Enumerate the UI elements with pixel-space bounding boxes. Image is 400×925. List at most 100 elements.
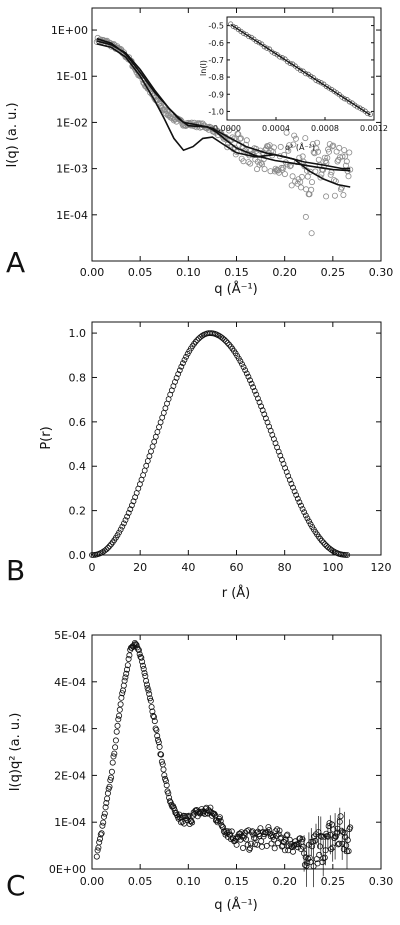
panel-a: 1E+00 1E-01 1E-02 1E-03 1E-04 0.00 0.05 0.10 0.… (5, 7, 394, 297)
data-point (165, 790, 172, 797)
data-point (291, 488, 298, 495)
data-point (304, 173, 311, 180)
data-point (268, 840, 275, 847)
data-point (115, 45, 122, 52)
data-point (332, 833, 339, 840)
data-point (303, 186, 310, 193)
data-point (346, 149, 353, 156)
data-point (143, 462, 150, 469)
data-point (155, 739, 162, 746)
data-point (345, 173, 352, 180)
data-point (240, 364, 247, 371)
y-tick-label: 1E-04 (54, 816, 86, 829)
data-point (339, 153, 346, 160)
inset-data-point (295, 65, 301, 72)
data-point (319, 859, 326, 866)
data-point (176, 367, 183, 374)
data-point (261, 411, 268, 418)
data-point (188, 818, 195, 825)
inset-data-point (331, 88, 337, 94)
data-point (127, 506, 134, 513)
data-point (315, 156, 322, 163)
data-point (297, 184, 304, 191)
data-point (150, 712, 157, 719)
data-point (109, 759, 116, 766)
data-point (139, 662, 146, 669)
x-tick-label: 0.30 (369, 266, 394, 279)
inset-data-point (241, 30, 247, 36)
data-point (114, 722, 121, 729)
inset-y-tick-label: -0.9 (208, 90, 224, 99)
data-point (124, 513, 130, 520)
x-tick-label: 0.05 (128, 875, 153, 888)
inset-data-point (334, 90, 340, 96)
data-point (286, 836, 293, 843)
data-point (312, 837, 319, 844)
data-point (254, 395, 261, 402)
data-point (276, 827, 283, 834)
data-point (320, 166, 327, 173)
data-point (100, 819, 107, 826)
inset-data-point (253, 38, 260, 45)
data-point (116, 529, 122, 536)
data-point (145, 687, 152, 694)
data-point (286, 476, 293, 483)
y-tick-label: 0E+00 (49, 863, 86, 876)
inset-data-point (287, 60, 293, 66)
data-point (241, 832, 248, 839)
x-tick-label: 0.30 (369, 875, 394, 888)
data-point (328, 846, 335, 853)
data-point (288, 480, 295, 487)
data-point (280, 164, 287, 171)
data-point (254, 841, 261, 848)
data-point (121, 677, 128, 684)
data-point (293, 492, 300, 499)
data-point (158, 751, 165, 758)
panel-c-y-axis-label: I(q)q² (a. u.) (8, 713, 23, 792)
data-point (211, 810, 218, 817)
inset-data-point (308, 73, 314, 79)
data-point (121, 520, 127, 527)
data-point (156, 424, 162, 431)
data-point (253, 166, 260, 173)
data-point (275, 169, 282, 176)
data-point (263, 842, 270, 849)
data-point (247, 845, 254, 852)
data-point (175, 371, 182, 377)
y-tick-label: 1E-04 (56, 209, 88, 222)
data-point (247, 840, 254, 847)
panel-b-y-axis-label: P(r) (39, 426, 54, 449)
data-point (318, 537, 325, 544)
data-point (300, 843, 307, 850)
data-point (286, 163, 293, 170)
inset-x-tick-label: 0.0012 (360, 124, 388, 133)
inset-data-point (303, 71, 309, 77)
data-point (124, 666, 131, 673)
x-tick-label: 0.00 (80, 875, 105, 888)
data-point (226, 341, 233, 348)
inset-data-point (282, 56, 288, 62)
data-point (164, 108, 171, 115)
data-point (247, 160, 254, 167)
data-point (112, 737, 119, 744)
data-point (101, 813, 108, 820)
data-point (106, 543, 113, 549)
inset-y-tick-label: -0.5 (208, 22, 224, 31)
data-point (228, 828, 235, 835)
y-tick-label: 0.6 (69, 416, 87, 429)
data-point (117, 701, 124, 708)
data-point (343, 158, 350, 165)
data-point (113, 728, 120, 735)
data-point (239, 361, 245, 368)
data-point (162, 778, 169, 785)
data-point (146, 453, 153, 460)
data-point (178, 363, 185, 370)
data-point (270, 144, 277, 151)
data-point (192, 338, 199, 345)
data-point (337, 813, 344, 820)
data-point (253, 391, 260, 398)
data-point (93, 853, 100, 860)
inset-y-tick-label: -1.0 (208, 107, 224, 116)
data-point (298, 502, 304, 509)
inset-plot-frame (226, 16, 375, 121)
